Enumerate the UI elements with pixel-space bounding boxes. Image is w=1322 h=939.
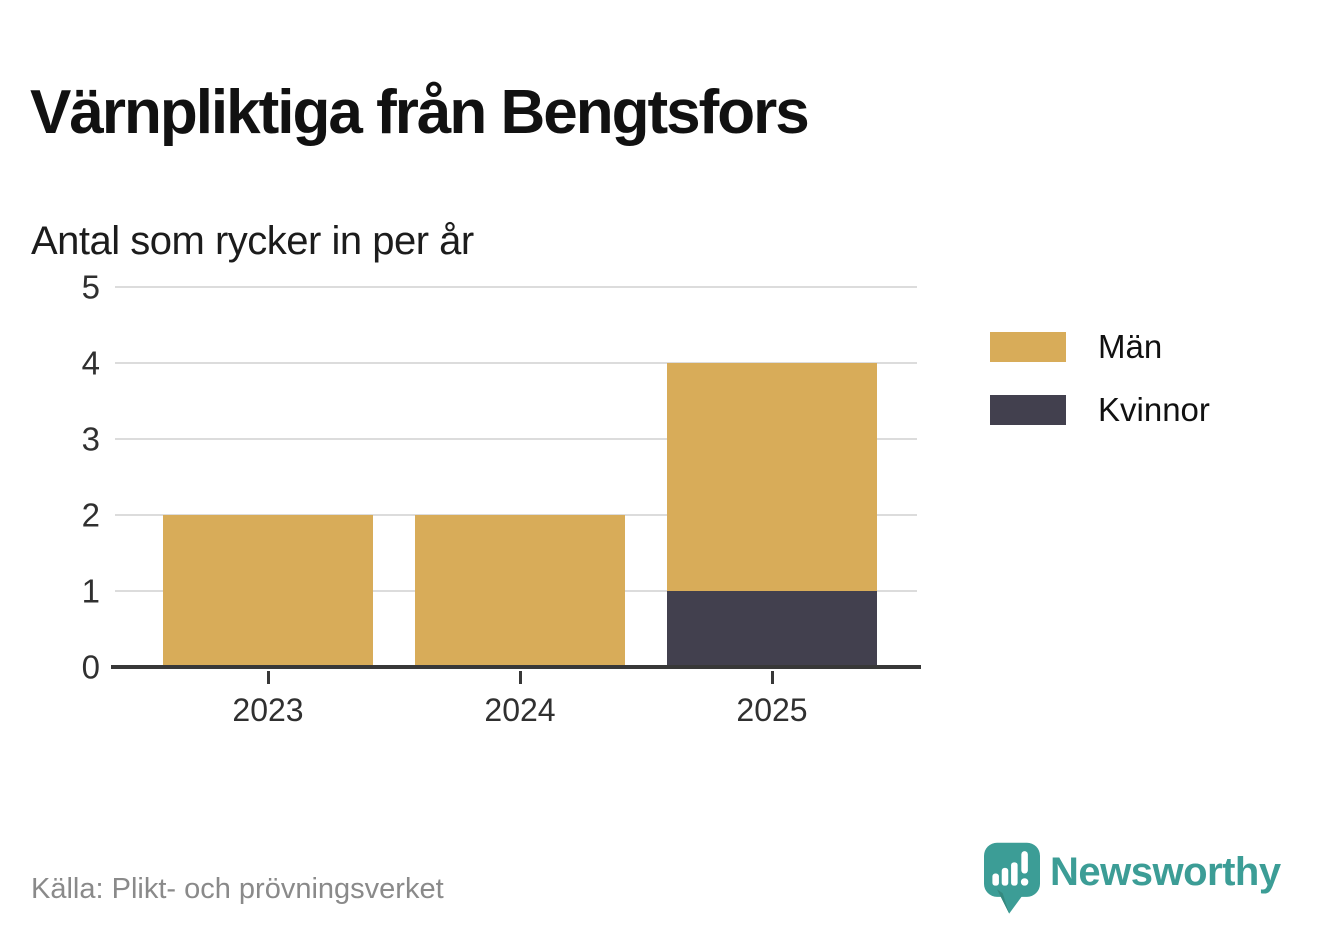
newsworthy-logo[interactable]: Newsworthy [984,842,1281,920]
y-tick-label-5: 5 [81,268,100,306]
legend-label-män: Män [1098,328,1163,365]
legend-label-kvinnor: Kvinnor [1098,391,1210,428]
source-text: Källa: Plikt- och prövningsverket [31,873,444,905]
x-tick-2023 [266,671,270,684]
legend-item-män: Män [990,329,1210,365]
x-tick-label-2023: 2023 [232,692,304,728]
bar-2025-kvinnor [667,591,877,667]
y-tick-label-2: 2 [81,496,100,534]
bar-2023-män [163,515,373,667]
gridline-y-5 [115,286,917,288]
plot-area: 0 1 2 3 4 5 2023 2024 2025 [82,271,921,728]
x-tick-label-2025: 2025 [736,692,808,728]
x-tick-2024 [518,671,522,684]
y-tick-label-0: 0 [81,648,100,686]
y-tick-label-1: 1 [81,572,100,610]
chart-title: Värnpliktiga från Bengtsfors [30,77,810,147]
legend-swatch-män [990,332,1066,362]
x-tick-label-2024: 2024 [484,692,556,728]
legend-swatch-kvinnor [990,395,1066,425]
newsworthy-wordmark: Newsworthy [1050,850,1281,894]
legend: Män Kvinnor [990,329,1210,455]
bar-2024-män [415,515,625,667]
y-tick-label-3: 3 [81,420,100,458]
gridline-y-3 [115,438,917,440]
gridline-y-4 [115,362,917,364]
bar-2025-män [667,363,877,591]
chart-subtitle: Antal som rycker in per år [31,219,474,264]
x-axis-line [111,665,921,669]
y-tick-label-4: 4 [81,344,100,382]
legend-item-kvinnor: Kvinnor [990,392,1210,428]
x-tick-2025 [770,671,774,684]
speech-bubble-bar-chart-icon [984,842,1040,914]
